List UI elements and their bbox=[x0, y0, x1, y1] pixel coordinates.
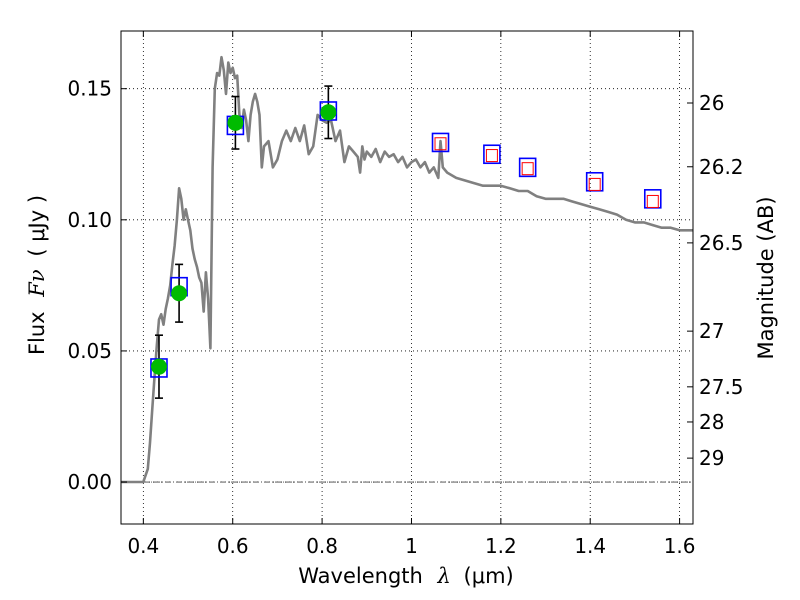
y-axis-label-symbol: Fν bbox=[25, 269, 49, 298]
infrared-band-square bbox=[434, 137, 447, 151]
x-tick-label: 1.2 bbox=[485, 534, 517, 558]
infrared-band-square bbox=[521, 162, 534, 176]
magnitude-tick-label: 27 bbox=[699, 319, 724, 343]
model-spectrum-line bbox=[121, 55, 693, 484]
observed-photometry-point bbox=[171, 285, 188, 302]
x-tick-label: 1.4 bbox=[574, 534, 606, 558]
y-tick-label: 0.15 bbox=[67, 77, 112, 101]
magnitude-tick-label: 28 bbox=[699, 410, 724, 434]
model-bandflux-square bbox=[431, 132, 450, 153]
model-bandflux-square bbox=[518, 157, 537, 178]
x-tick-label: 0.6 bbox=[217, 534, 249, 558]
x-tick-label: 1.6 bbox=[664, 534, 696, 558]
observed-photometry-point bbox=[150, 358, 167, 375]
x-axis-label: Wavelength λ (μm) bbox=[298, 564, 513, 588]
magnitude-tick-label: 26.5 bbox=[699, 231, 744, 255]
infrared-band-square bbox=[588, 177, 601, 191]
y-tick-label: 0.00 bbox=[67, 470, 112, 494]
x-axis-label-text: Wavelength bbox=[298, 564, 423, 588]
magnitude-tick-label: 26 bbox=[699, 91, 724, 115]
plot-frame bbox=[120, 30, 694, 525]
model-bandflux-square bbox=[483, 144, 501, 165]
x-tick-label: 1 bbox=[405, 534, 418, 558]
observed-photometry-point bbox=[320, 104, 337, 121]
x-axis-label-symbol: λ bbox=[437, 564, 451, 588]
observed-photometry-point bbox=[227, 114, 244, 131]
y-axis-label: Flux Fν ( μJy ) bbox=[25, 195, 49, 355]
x-tick-label: 0.8 bbox=[306, 534, 338, 558]
y-axis-label-unit: ( μJy ) bbox=[25, 195, 49, 257]
secondary-y-axis-label: Magnitude (AB) bbox=[754, 196, 778, 359]
y-tick-label: 0.10 bbox=[67, 208, 112, 232]
infrared-band-square bbox=[485, 149, 498, 163]
x-tick-label: 0.4 bbox=[127, 534, 159, 558]
data-markers bbox=[150, 101, 662, 378]
y-tick-label: 0.05 bbox=[67, 339, 112, 363]
x-axis-label-unit: (μm) bbox=[464, 564, 514, 588]
axis-ticks bbox=[121, 31, 693, 524]
infrared-band-square bbox=[646, 194, 659, 208]
magnitude-tick-label: 29 bbox=[699, 446, 724, 470]
tick-labels: 0.4 0.6 0.8 1 1.2 1.4 1.6 0.00 0.05 0.10 0.15 26 26.… bbox=[67, 77, 743, 558]
model-spectrum-group bbox=[121, 55, 693, 484]
magnitude-tick-label: 26.2 bbox=[699, 155, 744, 179]
magnitude-tick-label: 27.5 bbox=[699, 375, 744, 399]
y-axis-label-text: Flux bbox=[25, 311, 49, 355]
